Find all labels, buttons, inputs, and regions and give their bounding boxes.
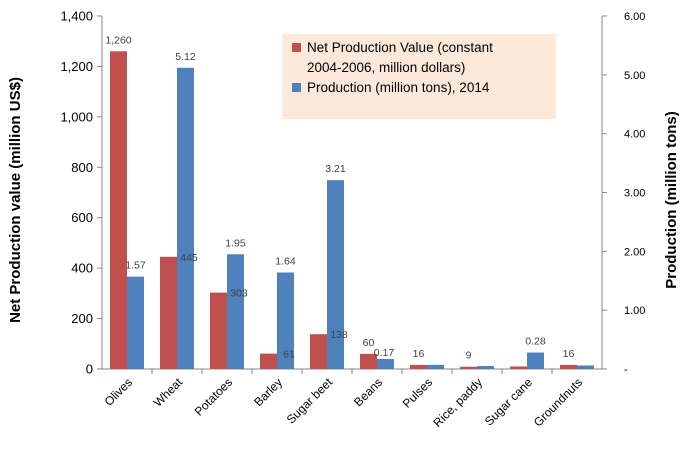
data-label: 0.28 — [525, 336, 546, 348]
x-tick-label: Rice, paddy — [430, 375, 485, 430]
y-axis-title: Net Production value (million US$) — [7, 77, 24, 323]
y2-tick-label: - — [624, 364, 628, 376]
x-tick-label: Olives — [102, 375, 135, 408]
bar-production-tons — [377, 358, 394, 369]
data-label: 60 — [363, 337, 375, 349]
x-tick-label: Potatoes — [192, 375, 235, 418]
x-tick-label: Barley — [251, 375, 285, 409]
data-label: 61 — [283, 349, 295, 361]
y-tick-label: 1,400 — [60, 9, 93, 24]
bar-net-production-value — [560, 364, 577, 369]
y-tick-label: 1,000 — [60, 109, 93, 124]
bar-production-tons — [227, 254, 244, 369]
legend-entry-label: Production (million tons), 2014 — [307, 80, 490, 95]
legend: Net Production Value (constant 2004-2006,… — [282, 34, 556, 119]
x-tick-label: Beans — [351, 375, 385, 409]
legend-swatch — [292, 43, 301, 52]
data-label: 0.17 — [374, 347, 395, 359]
bar-net-production-value — [260, 353, 277, 369]
bar-production-tons — [127, 276, 144, 369]
y2-tick-label: 5.00 — [624, 70, 645, 82]
bar-production-tons — [327, 180, 344, 369]
y-tick-label: 1,200 — [60, 59, 93, 74]
bar-net-production-value — [410, 364, 427, 369]
x-tick-label: Sugar cane — [482, 375, 536, 429]
bar-net-production-value — [510, 366, 527, 369]
data-label: 138 — [330, 329, 348, 341]
x-tick-label: Wheat — [151, 375, 186, 410]
bars-group — [110, 51, 594, 370]
y-tick-label: 400 — [71, 261, 93, 276]
data-label: 16 — [413, 348, 425, 360]
x-tick-label: Groundnuts — [531, 375, 585, 429]
data-label: 1.95 — [225, 237, 246, 249]
data-label: 303 — [230, 288, 248, 300]
bar-net-production-value — [160, 256, 177, 369]
data-label: 5.12 — [175, 51, 196, 63]
y-tick-label: 600 — [71, 210, 93, 225]
data-label: 1,260 — [105, 34, 131, 46]
legend-swatch — [292, 83, 301, 92]
data-label: 9 — [466, 350, 472, 362]
bar-production-tons — [477, 366, 494, 369]
data-label: 1.57 — [125, 260, 146, 272]
y-tick-label: 0 — [86, 362, 93, 377]
y2-tick-label: 1.00 — [624, 305, 645, 317]
legend-box — [282, 34, 556, 119]
y2-axis-title: Production (million tons) — [663, 111, 680, 288]
data-label: 445 — [180, 252, 198, 264]
bar-net-production-value — [310, 334, 327, 369]
bar-net-production-value — [460, 366, 477, 369]
bar-production-tons — [527, 352, 544, 369]
bar-net-production-value — [210, 292, 227, 369]
bar-production-tons — [577, 365, 594, 369]
y2-tick-label: 4.00 — [624, 129, 645, 141]
data-labels-group: 1,260 445 303 61 138 60 16 9 16 1.57 5.12 1.95 1.64 3… — [105, 34, 574, 361]
legend-entry-label: Net Production Value (constant — [307, 40, 493, 55]
x-tick-label: Pulses — [400, 375, 435, 410]
y-tick-label: 200 — [71, 311, 93, 326]
y-tick-label: 800 — [71, 160, 93, 175]
bar-production-tons — [177, 67, 194, 370]
y2-tick-label: 6.00 — [624, 11, 645, 23]
data-label: 1.64 — [275, 256, 296, 268]
y2-tick-label: 3.00 — [624, 188, 645, 200]
y2-tick-label: 2.00 — [624, 246, 645, 258]
data-label: 16 — [563, 348, 575, 360]
bar-net-production-value — [360, 353, 377, 369]
x-tick-label: Sugar beet — [284, 375, 336, 427]
legend-entry-label: 2004-2006, million dollars) — [307, 60, 465, 75]
bar-production-tons — [277, 272, 294, 369]
bar-net-production-value — [110, 51, 127, 370]
bar-production-tons — [427, 364, 444, 369]
data-label: 3.21 — [325, 163, 346, 175]
